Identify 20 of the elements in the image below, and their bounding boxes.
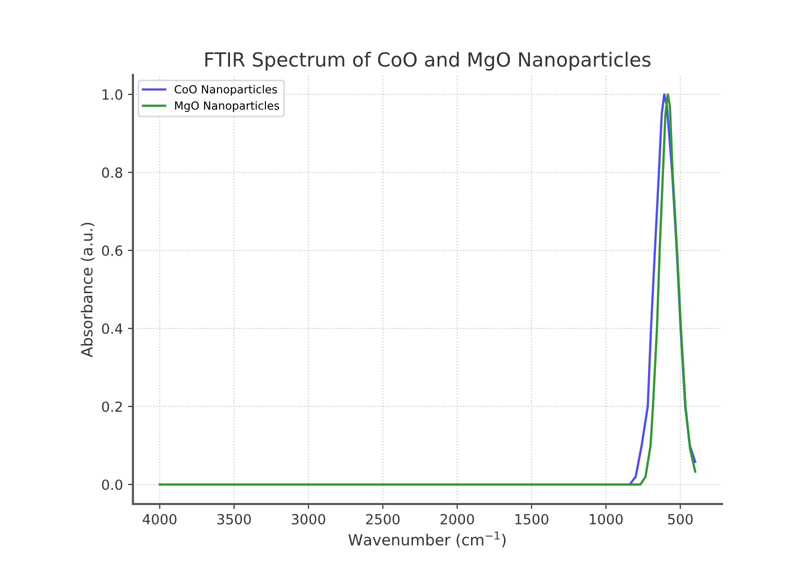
y-tick-label: 0.0 xyxy=(102,479,122,490)
legend-label: CoO Nanoparticles xyxy=(174,84,277,96)
y-tick-label: 0.4 xyxy=(102,323,122,334)
x-tick-label: 2500 xyxy=(366,514,400,524)
y-axis-title: Absorbance (a.u.) xyxy=(80,222,94,358)
x-tick-label: 500 xyxy=(668,514,693,524)
y-tick-label: 0.6 xyxy=(102,245,122,256)
x-tick-label: 3000 xyxy=(292,514,326,524)
x-tick-label: 1000 xyxy=(590,514,623,524)
x-tick-label: 4000 xyxy=(142,514,176,524)
y-tick-label: 1.0 xyxy=(102,89,122,100)
x-axis-title: Wavenumber (cm$^{−1}$) xyxy=(348,532,506,548)
y-tick-label: 0.8 xyxy=(102,167,122,178)
legend-label: MgO Nanoparticles xyxy=(175,101,280,112)
y-tick-label: 0.2 xyxy=(102,401,122,412)
x-tick-label: 2000 xyxy=(440,514,474,524)
x-tick-label: 3500 xyxy=(217,514,251,524)
chart-title: FTIR Spectrum of CoO and MgO Nanoparticles xyxy=(205,52,650,71)
x-tick-label: 1500 xyxy=(515,514,548,524)
line-series xyxy=(628,93,696,486)
